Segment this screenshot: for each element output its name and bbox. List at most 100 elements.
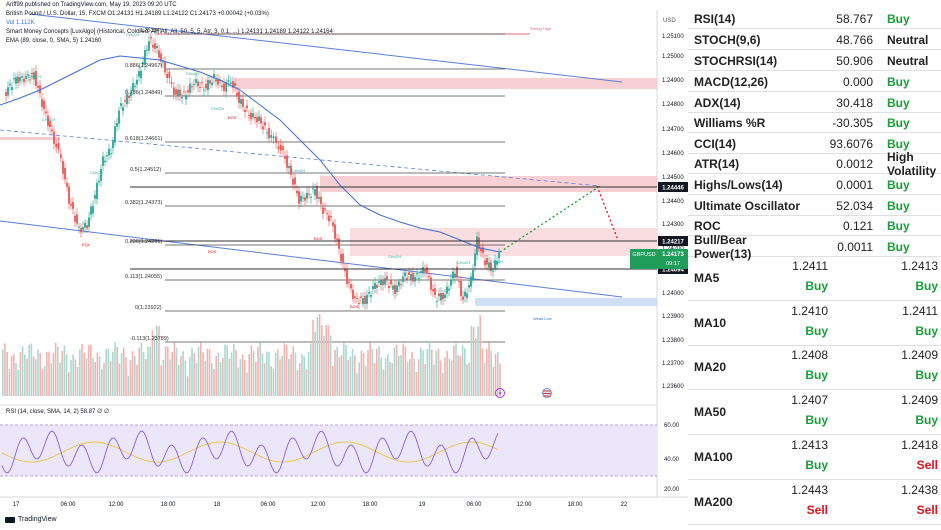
volume-bar [131, 351, 134, 396]
candle [392, 285, 394, 290]
volume-bar [46, 351, 48, 396]
indicator-row: STOCHRSI(14) 50.906 Neutral [688, 51, 941, 71]
indicator-value: 58.767 [836, 11, 873, 26]
moving-average-row: MA50 1.2407 Buy 1.2409 Buy [688, 391, 941, 435]
candle [378, 281, 380, 283]
price-axis: 1.25100 1.25000 1.24900 1.24800 1.24700 1.246… [662, 34, 684, 390]
chart-area[interactable]: 1.25100 1.25000 1.24900 1.24800 1.24700 1.246… [0, 0, 688, 530]
weak-low-label: Weak Low [533, 316, 552, 321]
ma-exp-value: 1.2409 [901, 348, 938, 362]
volume-bar [162, 360, 165, 396]
candle [382, 279, 384, 285]
ma-exp-action: Buy [915, 368, 938, 382]
candle [232, 81, 234, 88]
technical-indicators-panel: RSI(14) 58.767 Buy STOCH(9,6) 48.766 Neutral S… [688, 0, 941, 530]
upper-trendline [29, 13, 623, 83]
volume-bar [24, 354, 26, 396]
volume-bar [61, 350, 63, 396]
volume-bar [8, 368, 11, 396]
volume-bar [171, 351, 173, 396]
time-axis: 17 06:00 12:00 18:00 18 06:00 12:00 18:00 19 06:0… [13, 502, 628, 508]
lower-trendline [0, 220, 623, 298]
tradingview-logo-icon [5, 516, 15, 523]
candle [15, 77, 17, 84]
volume-bar [79, 349, 81, 396]
candle [112, 140, 114, 149]
candle [9, 83, 11, 86]
indicator-value: 50.906 [836, 53, 873, 68]
candle [256, 117, 258, 123]
volume-bar [241, 354, 244, 396]
volume-bar [156, 326, 158, 396]
indicator-action: High Volatility [887, 149, 937, 178]
volume-bar [481, 348, 484, 396]
volume-bar [70, 359, 72, 396]
ma-simple-action: Buy [805, 458, 828, 472]
candle [470, 276, 472, 287]
candle [484, 260, 486, 266]
volume-bar [268, 352, 270, 396]
volume-bar [301, 354, 303, 396]
candle [406, 277, 408, 280]
volume-bar [74, 359, 77, 396]
volume-bar [90, 344, 92, 396]
time-axis-label: 18 [214, 502, 221, 508]
volume-bar [292, 346, 294, 396]
volume-bar [360, 350, 363, 396]
volume-bar [497, 351, 499, 396]
candle [324, 208, 326, 210]
indicator-action: Neutral [887, 53, 929, 68]
fib-label: -0.113(1.23789) [130, 336, 169, 342]
volume-bar [483, 362, 486, 396]
candle [366, 294, 368, 304]
volume-bar [2, 349, 4, 396]
tradingview-logo[interactable]: TradingView [5, 516, 57, 523]
candle [390, 280, 392, 285]
volume-bar [316, 317, 319, 396]
rsi-line [1, 430, 499, 474]
candle [282, 146, 284, 150]
candle [39, 85, 41, 94]
candle [193, 84, 195, 86]
ma-exp-action: Sell [916, 503, 938, 517]
candle [442, 293, 444, 300]
volume-bar [406, 361, 409, 396]
volume-bar [393, 347, 396, 396]
candle [72, 202, 74, 209]
indicator-value: -30.305 [832, 115, 873, 130]
volume-bar [257, 346, 259, 396]
indicator-row: ATR(14) 0.0012 High Volatility [688, 150, 941, 178]
candle [338, 238, 340, 249]
candle [320, 196, 322, 205]
candle [130, 91, 132, 97]
candle [78, 226, 80, 228]
candle [314, 189, 316, 196]
rsi-ma-line [1, 441, 499, 463]
volume-bar [211, 363, 213, 396]
fib-label: 0(1.23922) [135, 305, 162, 311]
rsi-axis: 60.00 40.00 20.00 [664, 423, 680, 493]
indicator-action: Buy [887, 74, 910, 89]
volume-bar [52, 353, 55, 396]
volume-bar [314, 332, 316, 396]
price-axis-label: 1.24700 [662, 127, 684, 133]
volume-bar [83, 352, 85, 396]
indicator-value: 0.0012 [836, 156, 873, 171]
ma-name: MA50 [694, 405, 727, 419]
candle [308, 193, 310, 195]
price-chart[interactable]: 1.25100 1.25000 1.24900 1.24800 1.24700 1.246… [0, 0, 688, 530]
candle [84, 222, 86, 228]
volume-bar [103, 362, 105, 396]
volume-bar [15, 363, 17, 396]
volume-bar [255, 362, 257, 396]
candle [41, 99, 43, 107]
volume-bar [391, 363, 393, 396]
volume-bar [488, 342, 490, 396]
volume-bar [358, 362, 360, 396]
time-axis-label: 18:00 [160, 502, 176, 508]
volume-bar [173, 342, 176, 396]
volume-bar [312, 319, 314, 396]
price-axis-label: 1.24500 [662, 175, 684, 181]
ma-name: MA100 [694, 450, 733, 464]
price-axis-label: 1.23700 [662, 361, 684, 367]
